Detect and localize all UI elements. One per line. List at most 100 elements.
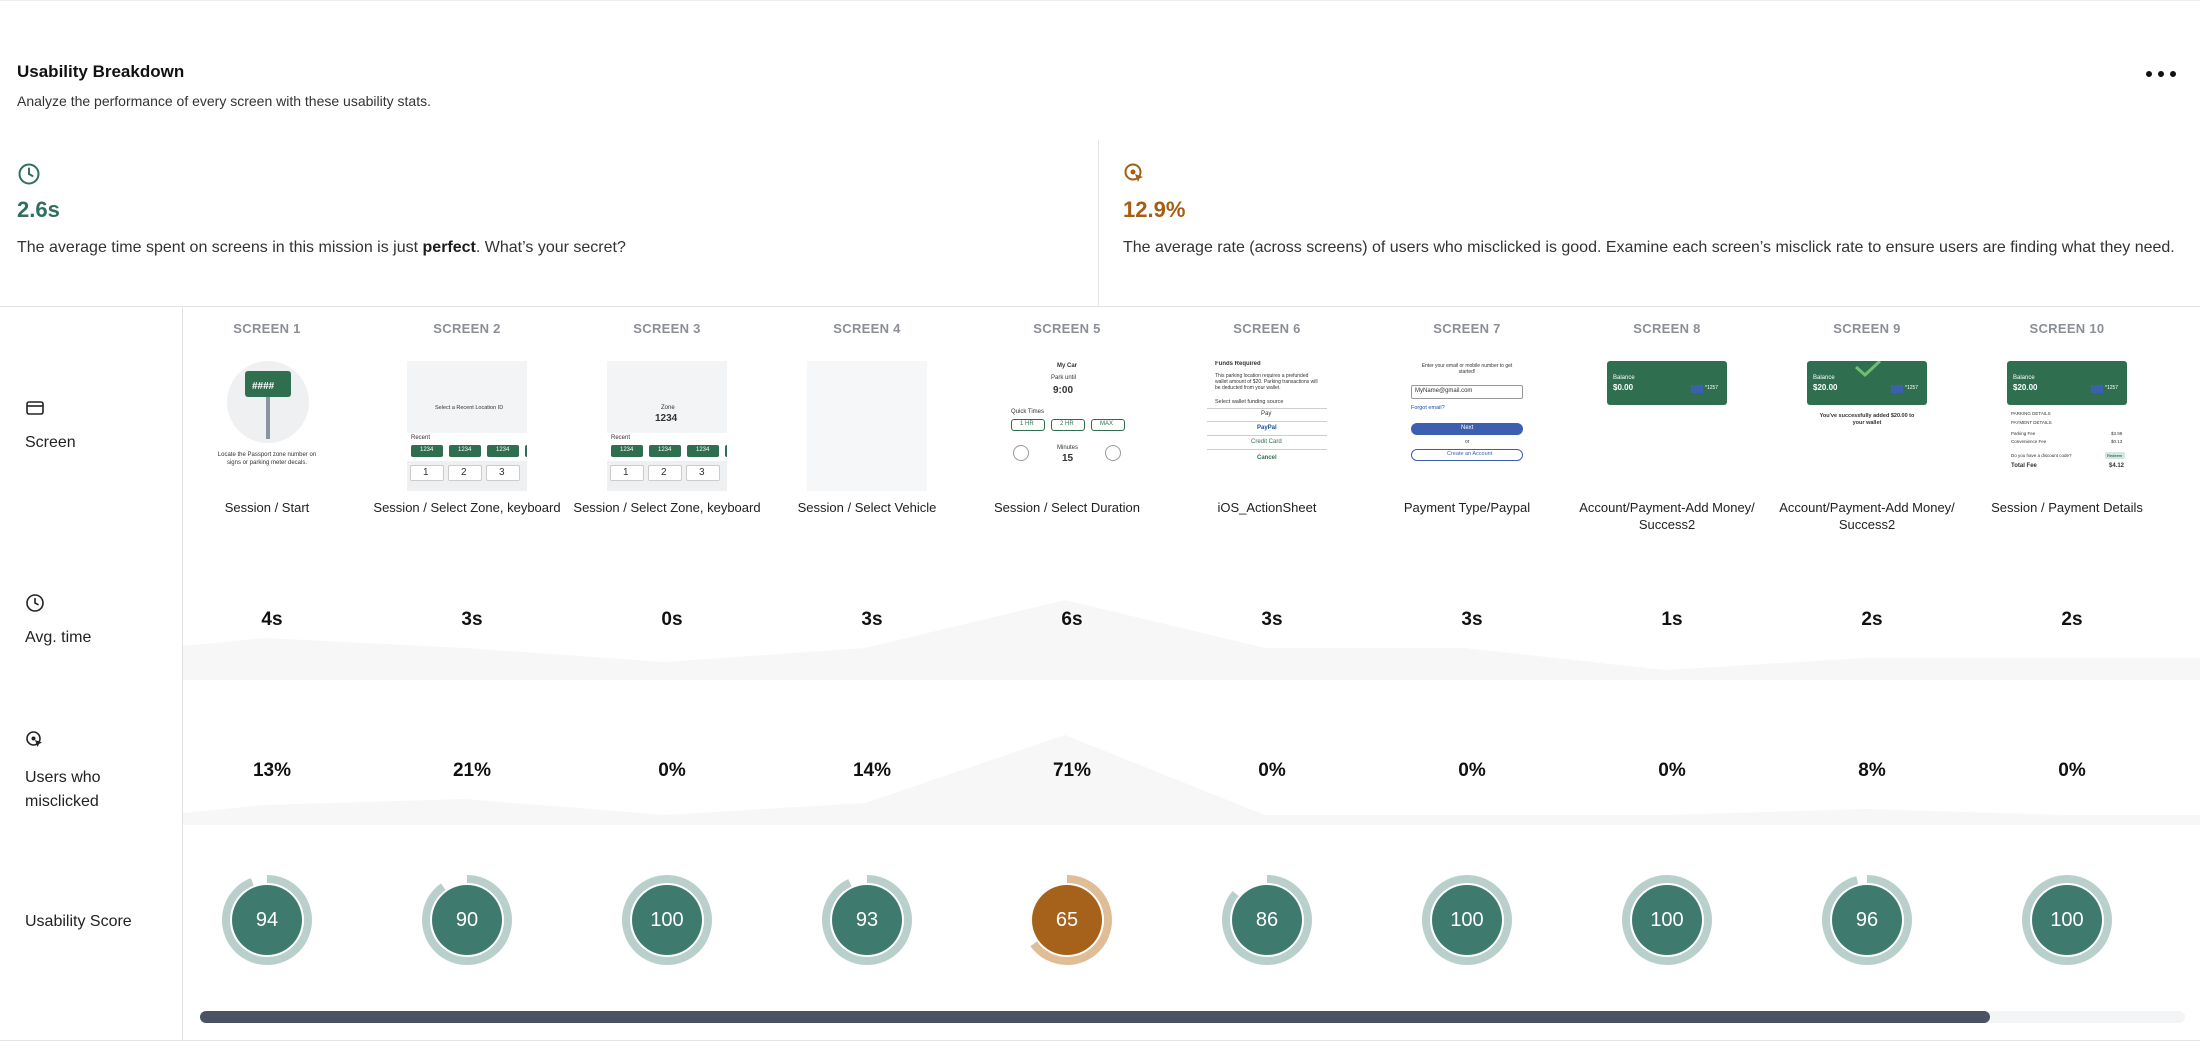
avg-time-cell: 0s — [661, 609, 683, 630]
misclick-rate-cell: 0% — [1458, 760, 1486, 781]
thumb-bg — [607, 361, 727, 433]
screen-thumbnail[interactable]: Balance $0.00 *1257 — [1607, 361, 1727, 491]
more-options-icon[interactable] — [2146, 64, 2176, 84]
thumb-option — [1051, 419, 1085, 431]
score-gauge — [1022, 875, 1112, 965]
screen-number: SCREEN 8 — [1633, 321, 1701, 336]
cursor-target-icon — [1124, 163, 1143, 182]
horizontal-scrollbar-thumb[interactable] — [200, 1011, 1990, 1023]
thumb-text: Zone — [661, 405, 675, 411]
misclick-rate-cell: 14% — [852, 760, 892, 781]
score-gauge — [422, 875, 512, 965]
thumb-text: Balance — [1813, 375, 1835, 381]
screen-name: Session / Select Vehicle — [797, 500, 937, 515]
screen-thumbnail[interactable]: Select a Recent Location ID Recent 1234 123… — [407, 361, 527, 491]
screen-number: SCREEN 5 — [1033, 321, 1101, 336]
screen-name: Payment Type/Paypal — [1403, 500, 1531, 515]
avg-time-cell: 3s — [461, 609, 483, 630]
misclick-rate-cell: 71% — [1052, 760, 1092, 781]
screen-icon — [26, 401, 44, 415]
thumb-text: $20.00 — [1813, 383, 1838, 392]
screen-name: Session / Select Zone, keyboard — [573, 500, 761, 515]
thumb-key — [611, 445, 643, 457]
screen-column: SCREEN 10 Balance $20.00 *1257 PARKING DETAI… — [1967, 307, 2167, 1040]
misclick-trend-shape — [183, 735, 2200, 825]
score-gauge-arc — [422, 875, 512, 965]
usability-score-ring: 65 — [1022, 875, 1112, 965]
thumb-card-chip — [1891, 385, 1903, 393]
thumb-text: *1257 — [1705, 385, 1719, 391]
usability-score-value: 96 — [1855, 909, 1879, 931]
thumb-text: Locate the Passport zone number on signs… — [217, 452, 317, 466]
avg-time-cell: 1s — [1661, 609, 1683, 630]
column-divider — [182, 307, 183, 1040]
screen-thumbnail[interactable]: My Car Park until 9:00 Quick Times 1 HR 2 HR M… — [1007, 361, 1127, 491]
thumb-text: PARKING DETAILS — [2011, 411, 2051, 416]
thumb-text: MyName@gmail.com — [1415, 388, 1473, 394]
misclick-rate-cell: 0% — [1258, 760, 1286, 781]
thumb-next-button — [1411, 423, 1523, 435]
screen-column: SCREEN 9 Balance $20.00 *1257 You've success… — [1767, 307, 1967, 1040]
thumb-key — [411, 445, 443, 457]
thumb-wallet-card — [1807, 361, 1927, 405]
screen-name: Account/Payment-Add Money/ Success2 — [1779, 500, 1955, 532]
thumb-card-chip — [2091, 385, 2103, 393]
thumb-text: Cancel — [1257, 455, 1277, 461]
screen-thumbnail[interactable] — [807, 361, 927, 491]
usability-score-ring: 100 — [2022, 875, 2112, 965]
screen-thumbnail[interactable]: Funds Required This parking location requ… — [1207, 361, 1327, 491]
thumb-text: PAYMENT DETAILS — [2011, 420, 2052, 425]
screen-number: SCREEN 6 — [1233, 321, 1301, 336]
score-gauge-arc — [2022, 875, 2112, 965]
score-gauge — [222, 875, 312, 965]
usability-score-ring: 93 — [822, 875, 912, 965]
score-gauge-arc — [222, 875, 312, 965]
score-gauge — [622, 875, 712, 965]
thumb-text: 9:00 — [1053, 385, 1074, 396]
misclick-value: 12.9% — [1123, 197, 1186, 222]
row-label-misclicked: Users who misclicked — [25, 769, 101, 810]
thumb-text: Balance — [1613, 375, 1635, 381]
screen-number: SCREEN 4 — [833, 321, 901, 336]
usability-score-value: 93 — [855, 909, 879, 931]
divider — [0, 306, 2200, 307]
thumb-text: 1 — [423, 467, 429, 478]
thumb-text: Next — [1461, 425, 1474, 431]
thumb-plus — [1105, 445, 1121, 461]
top-border — [0, 0, 2200, 1]
avg-time-cell: 3s — [861, 609, 883, 630]
usability-score-value: 65 — [1055, 909, 1079, 931]
thumb-divider — [1207, 435, 1327, 436]
thumb-sign — [245, 371, 291, 397]
screen-column: SCREEN 3 Zone 1234 Recent 1234 1234 1234 1 2 3 Ses… — [567, 307, 767, 1040]
score-gauge — [1222, 875, 1312, 965]
screen-thumbnail[interactable]: Balance $20.00 *1257 PARKING DETAILS PAYMENT… — [2007, 361, 2127, 491]
score-gauge-fill — [1432, 885, 1502, 955]
thumb-text: 1234 — [658, 447, 672, 453]
thumb-keypad-key — [648, 465, 682, 481]
score-gauge-arc — [622, 875, 712, 965]
screen-column: SCREEN 5 My Car Park until 9:00 Quick Times 1… — [967, 307, 1167, 1040]
thumb-text: You've successfully added $20.00 to your… — [1819, 413, 1915, 426]
screen-thumbnail[interactable]: Balance $20.00 *1257 You've successfully ad… — [1807, 361, 1927, 491]
screen-thumbnail[interactable]: Zone 1234 Recent 1234 1234 1234 1 2 3 — [607, 361, 727, 491]
thumb-text: 1234 — [620, 447, 634, 453]
usability-score-value: 94 — [255, 909, 279, 931]
screen-name: Session / Payment Details — [1991, 500, 2143, 515]
screen-thumbnail[interactable]: Enter your email or mobile number to get… — [1407, 361, 1527, 491]
usability-score-ring: 94 — [222, 875, 312, 965]
thumb-text: 1234 — [458, 447, 472, 453]
usability-score-value: 100 — [650, 909, 684, 931]
thumb-text: Create an Account — [1447, 451, 1493, 457]
usability-score-value: 100 — [1650, 909, 1684, 931]
thumb-text: $0.13 — [2111, 439, 2123, 444]
usability-score-ring: 100 — [1622, 875, 1712, 965]
avg-time-value: 2.6s — [17, 197, 60, 222]
thumb-redeem — [2105, 452, 2125, 459]
screen-thumbnail[interactable]: #### Locate the Passport zone number on s… — [207, 361, 327, 491]
screen-number: SCREEN 3 — [633, 321, 701, 336]
thumb-text: 1234 — [420, 447, 434, 453]
thumb-text: Redeem — [2107, 453, 2123, 458]
thumb-text: Parking Fee — [2011, 431, 2036, 436]
section-subtitle: Analyze the performance of every screen … — [17, 93, 431, 109]
